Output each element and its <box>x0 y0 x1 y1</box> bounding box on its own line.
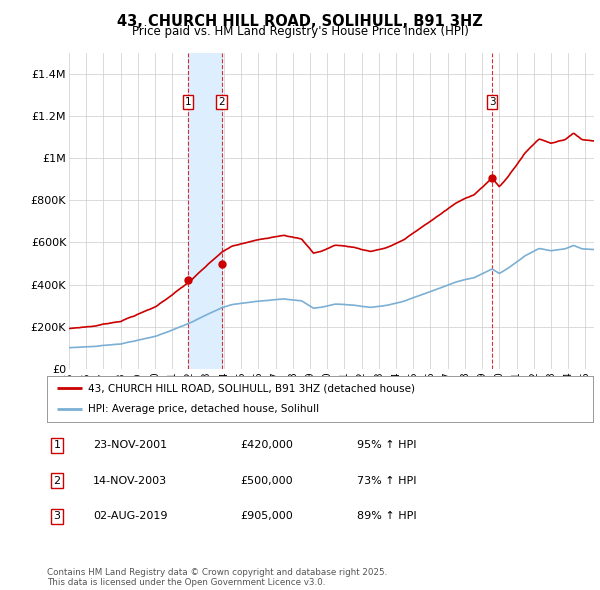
Text: £420,000: £420,000 <box>240 441 293 450</box>
Text: 1: 1 <box>184 97 191 107</box>
Text: HPI: Average price, detached house, Solihull: HPI: Average price, detached house, Soli… <box>88 404 319 414</box>
Text: 14-NOV-2003: 14-NOV-2003 <box>93 476 167 486</box>
Text: 95% ↑ HPI: 95% ↑ HPI <box>357 441 416 450</box>
Text: £905,000: £905,000 <box>240 512 293 521</box>
Text: 3: 3 <box>53 512 61 521</box>
Text: 2: 2 <box>53 476 61 486</box>
Text: 2: 2 <box>218 97 225 107</box>
Bar <box>188 53 221 369</box>
Text: 3: 3 <box>489 97 496 107</box>
Text: Price paid vs. HM Land Registry's House Price Index (HPI): Price paid vs. HM Land Registry's House … <box>131 25 469 38</box>
Text: 89% ↑ HPI: 89% ↑ HPI <box>357 512 416 521</box>
Text: 02-AUG-2019: 02-AUG-2019 <box>93 512 167 521</box>
Text: 43, CHURCH HILL ROAD, SOLIHULL, B91 3HZ (detached house): 43, CHURCH HILL ROAD, SOLIHULL, B91 3HZ … <box>88 384 415 394</box>
Text: £500,000: £500,000 <box>240 476 293 486</box>
Text: 23-NOV-2001: 23-NOV-2001 <box>93 441 167 450</box>
Text: 1: 1 <box>53 441 61 450</box>
Text: 43, CHURCH HILL ROAD, SOLIHULL, B91 3HZ: 43, CHURCH HILL ROAD, SOLIHULL, B91 3HZ <box>117 14 483 28</box>
Text: 73% ↑ HPI: 73% ↑ HPI <box>357 476 416 486</box>
Text: Contains HM Land Registry data © Crown copyright and database right 2025.
This d: Contains HM Land Registry data © Crown c… <box>47 568 387 587</box>
